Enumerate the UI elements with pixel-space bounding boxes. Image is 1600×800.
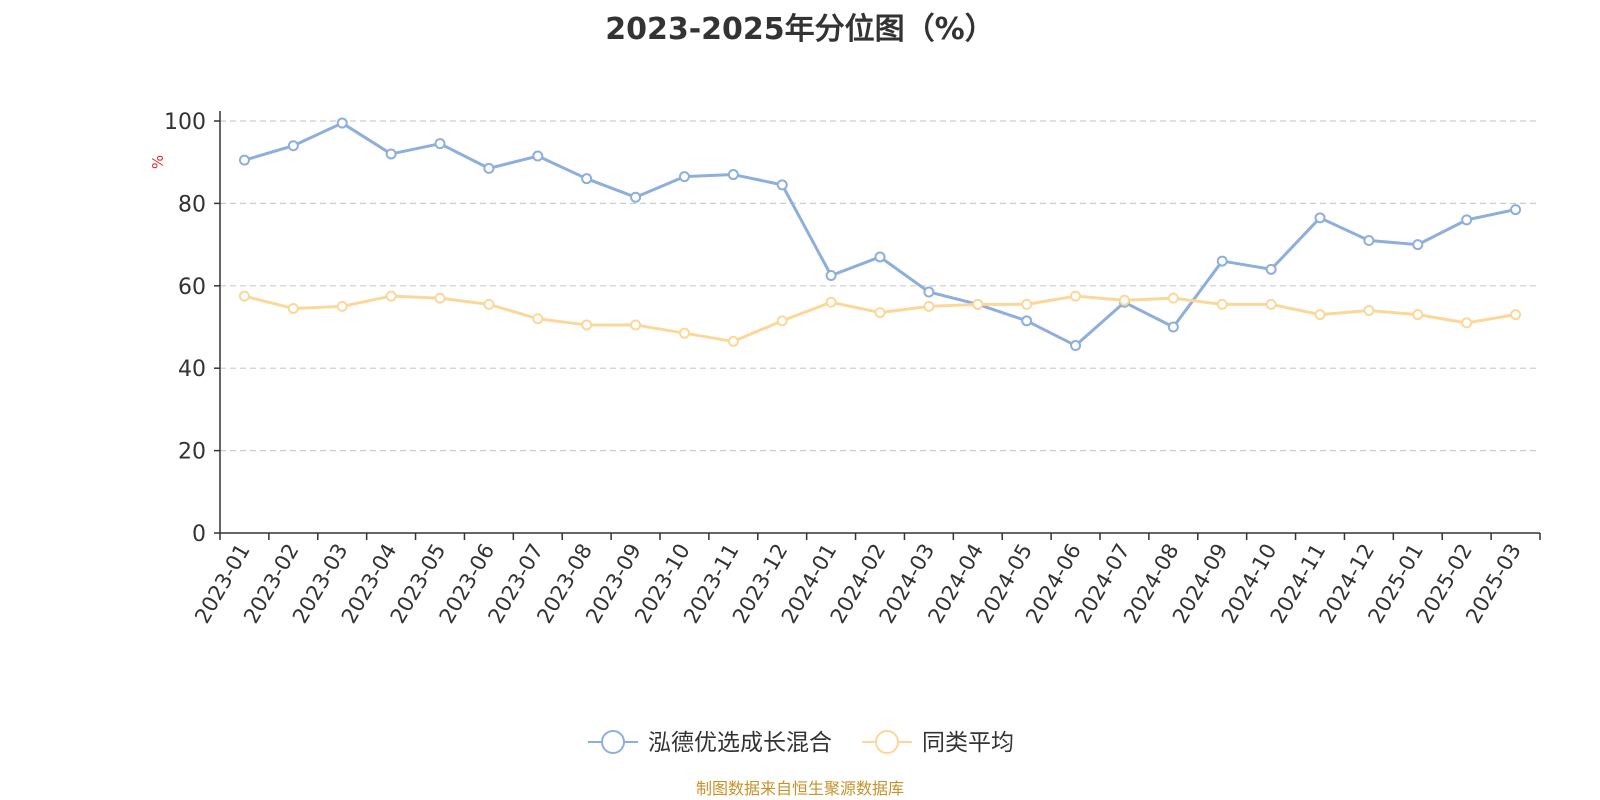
data-point <box>1216 298 1228 310</box>
y-tick-label: 100 <box>164 110 206 135</box>
data-point <box>581 173 593 185</box>
data-point <box>1118 294 1130 306</box>
legend-label: 泓德优选成长混合 <box>648 730 832 756</box>
data-point <box>434 292 446 304</box>
data-point <box>630 191 642 203</box>
data-point <box>336 117 348 129</box>
grid-lines <box>220 120 1540 452</box>
data-point <box>1363 305 1375 317</box>
y-axis: 0 20 40 60 80 100 <box>164 110 221 547</box>
data-point <box>776 179 788 191</box>
series-line <box>244 294 1516 343</box>
data-point <box>1021 298 1033 310</box>
data-point <box>727 335 739 347</box>
legend-label: 同类平均 <box>922 730 1014 756</box>
data-point <box>483 298 495 310</box>
data-point <box>434 138 446 150</box>
data-point <box>287 302 299 314</box>
data-point <box>385 290 397 302</box>
data-point <box>1314 309 1326 321</box>
data-point <box>532 150 544 162</box>
data-point <box>923 286 935 298</box>
data-point <box>1070 290 1082 302</box>
data-point <box>923 300 935 312</box>
data-point <box>1461 317 1473 329</box>
data-point <box>1216 255 1228 267</box>
data-point <box>874 251 886 263</box>
series-1 <box>238 117 1522 352</box>
series-2 <box>238 290 1522 347</box>
data-point <box>1167 321 1179 333</box>
y-tick-label: 60 <box>178 275 206 300</box>
data-point <box>532 313 544 325</box>
data-point <box>874 307 886 319</box>
x-axis: 2023-012023-022023-032023-042023-052023-… <box>190 532 1541 627</box>
data-point <box>630 319 642 331</box>
data-point <box>825 296 837 308</box>
data-point <box>238 154 250 166</box>
y-tick-label: 0 <box>192 522 206 547</box>
data-point <box>678 327 690 339</box>
series-layer <box>238 117 1522 352</box>
data-point <box>1510 309 1522 321</box>
data-point <box>972 298 984 310</box>
legend-item-1[interactable]: 泓德优选成长混合 <box>588 730 832 756</box>
legend-item-2[interactable]: 同类平均 <box>862 730 1014 756</box>
data-point <box>287 140 299 152</box>
data-point <box>1510 204 1522 216</box>
data-point <box>336 300 348 312</box>
y-tick-label: 20 <box>178 440 206 465</box>
data-point <box>1412 239 1424 251</box>
data-point <box>1265 298 1277 310</box>
y-tick-label: 80 <box>178 192 206 217</box>
data-point <box>1461 214 1473 226</box>
data-point <box>1070 340 1082 352</box>
data-point <box>385 148 397 160</box>
legend-marker <box>875 730 899 754</box>
data-point <box>1021 315 1033 327</box>
data-point <box>238 290 250 302</box>
y-axis-label: % <box>149 155 167 169</box>
source-note: 制图数据来自恒生聚源数据库 <box>695 779 904 798</box>
y-tick-label: 40 <box>178 357 206 382</box>
data-point <box>581 319 593 331</box>
data-point <box>825 270 837 281</box>
data-point <box>1265 263 1277 275</box>
data-point <box>727 169 739 181</box>
data-point <box>776 315 788 327</box>
chart-title: 2023-2025年分位图（%） <box>605 12 995 47</box>
legend-marker <box>601 730 625 754</box>
legend[interactable]: 泓德优选成长混合 同类平均 <box>588 730 1014 756</box>
data-point <box>1412 309 1424 321</box>
data-point <box>1167 292 1179 304</box>
data-point <box>1363 234 1375 246</box>
data-point <box>1314 212 1326 224</box>
data-point <box>678 171 690 183</box>
data-point <box>483 162 495 174</box>
